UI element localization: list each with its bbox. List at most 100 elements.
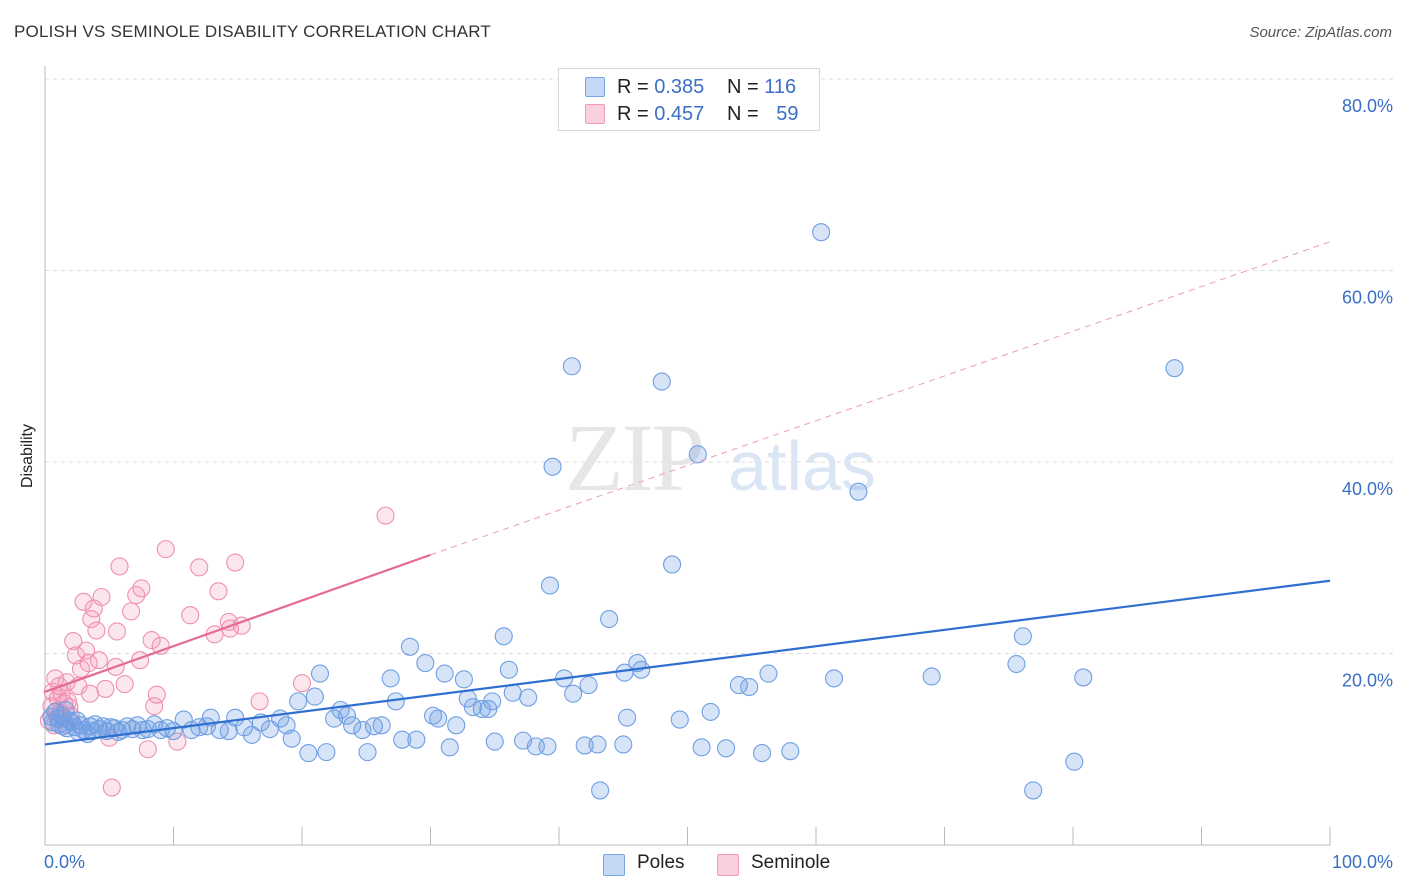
poles-point: [562, 357, 581, 376]
seminole-point: [115, 675, 134, 694]
poles-point: [922, 667, 941, 686]
poles-point: [435, 664, 454, 683]
seminole-point: [145, 697, 164, 716]
legend-seminole-swatch: [717, 854, 739, 876]
seminole-trend-extension: [430, 241, 1331, 556]
seminole-point: [132, 579, 151, 598]
poles-points: [42, 223, 1184, 800]
poles-point: [353, 721, 372, 740]
poles-point: [400, 637, 419, 656]
poles-point: [1065, 752, 1084, 771]
seminole-r: R = 0.457: [617, 103, 705, 125]
seminole-point: [156, 540, 175, 559]
poles-point: [343, 716, 362, 735]
seminole-point: [92, 587, 111, 607]
poles-point: [337, 706, 357, 725]
poles-point: [472, 699, 491, 719]
seminole-point: [64, 632, 83, 651]
poles-point: [485, 732, 504, 751]
poles-point: [454, 670, 473, 689]
poles-point: [447, 716, 466, 735]
poles-point: [579, 676, 598, 695]
poles-point: [591, 781, 610, 800]
poles-point: [364, 717, 384, 736]
poles-point: [282, 729, 301, 748]
poles-point: [575, 736, 594, 755]
poles-point: [310, 664, 330, 683]
seminole-point: [74, 592, 93, 611]
poles-point: [759, 664, 778, 683]
poles-point: [242, 725, 261, 744]
poles-point: [463, 698, 482, 717]
seminole-point: [102, 778, 121, 797]
poles-point: [564, 684, 583, 703]
poles-point: [540, 576, 560, 595]
poles-point: [1013, 627, 1032, 646]
grid-lines: [45, 78, 1393, 654]
seminole-point: [79, 654, 98, 673]
poles-point: [538, 737, 557, 756]
seminole-point: [250, 692, 269, 711]
seminole-swatch: [585, 104, 605, 124]
legend-poles-swatch: [603, 854, 625, 876]
poles-point: [1074, 668, 1093, 687]
seminole-point: [96, 679, 115, 698]
seminole-trend-line: [44, 553, 431, 693]
poles-point: [317, 743, 336, 762]
seminole-point: [168, 732, 187, 751]
poles-point: [670, 710, 689, 729]
poles-point: [618, 708, 637, 727]
trend-lines: [44, 241, 1331, 746]
y-axis-label: Disability: [19, 423, 36, 489]
poles-point: [692, 738, 711, 757]
poles-point: [652, 372, 671, 391]
seminole-point: [376, 506, 395, 525]
poles-point: [499, 660, 518, 679]
poles-point: [781, 742, 800, 761]
chart-title: POLISH VS SEMINOLE DISABILITY CORRELATIO…: [14, 22, 492, 41]
poles-point: [543, 457, 562, 476]
poles-point: [1165, 359, 1184, 378]
poles-point: [1024, 781, 1043, 800]
poles-point: [483, 692, 502, 711]
poles-point: [503, 683, 522, 702]
poles-point: [701, 702, 720, 721]
poles-point: [849, 482, 868, 501]
poles-point: [519, 688, 538, 707]
legend-poles-label: Poles: [637, 852, 685, 873]
poles-trend-line: [44, 579, 1331, 746]
poles-point: [393, 730, 412, 749]
x-tick-max: 100.0%: [1331, 852, 1393, 872]
poles-point: [289, 692, 308, 711]
poles-point: [440, 738, 459, 757]
seminole-point: [142, 631, 161, 650]
poles-point: [299, 744, 318, 763]
poles-point: [740, 677, 759, 697]
seminole-point: [147, 685, 166, 704]
poles-point: [812, 223, 831, 242]
seminole-point: [89, 651, 109, 670]
poles-point: [1007, 654, 1026, 674]
seminole-point: [190, 558, 209, 577]
y-tick-label: 20.0%: [1342, 671, 1393, 691]
y-tick-labels: 20.0% 40.0% 60.0% 80.0%: [1342, 96, 1393, 691]
seminole-point: [181, 606, 200, 625]
seminole-point: [122, 602, 141, 621]
seminole-point: [226, 553, 245, 572]
seminole-point: [87, 621, 106, 640]
poles-point: [614, 735, 633, 754]
poles-point: [824, 669, 844, 688]
seminole-points: [39, 506, 395, 797]
poles-point: [277, 716, 296, 735]
poles-point: [381, 669, 400, 688]
source-label: Source: ZipAtlas.com: [1249, 24, 1392, 41]
x-tick-min: 0.0%: [44, 852, 86, 872]
seminole-point: [107, 622, 127, 641]
y-tick-label: 80.0%: [1342, 96, 1393, 116]
stats-row-seminole: R = 0.457 N = 59: [559, 101, 819, 127]
poles-point: [424, 706, 443, 725]
seminole-point: [209, 582, 228, 601]
watermark-atlas: atlas: [728, 427, 876, 505]
poles-point: [226, 708, 245, 727]
